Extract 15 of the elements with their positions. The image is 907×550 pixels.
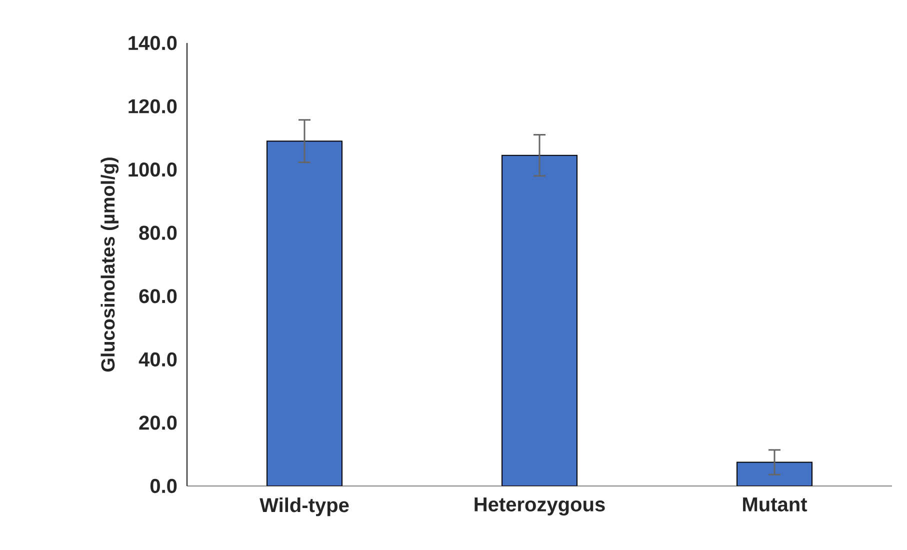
y-axis-title: Glucosinolates (µmol/g) xyxy=(100,158,119,372)
bar xyxy=(266,140,343,486)
y-tick-label: 100.0 xyxy=(128,162,177,177)
y-tick-label: 140.0 xyxy=(128,36,177,50)
y-tick-label: 60.0 xyxy=(139,289,177,304)
y-tick-label: 0.0 xyxy=(150,478,177,494)
y-tick-label: 80.0 xyxy=(139,226,177,240)
y-tick-label: 20.0 xyxy=(139,416,177,430)
x-tick-label: Mutant xyxy=(743,498,808,512)
bar xyxy=(736,462,813,486)
x-tick-label: Heterozygous xyxy=(474,498,605,516)
y-tick-label: 120.0 xyxy=(128,99,177,114)
bar xyxy=(502,154,578,486)
x-tick-label: Wild-type xyxy=(260,498,349,516)
y-tick-label: 40.0 xyxy=(138,352,177,366)
